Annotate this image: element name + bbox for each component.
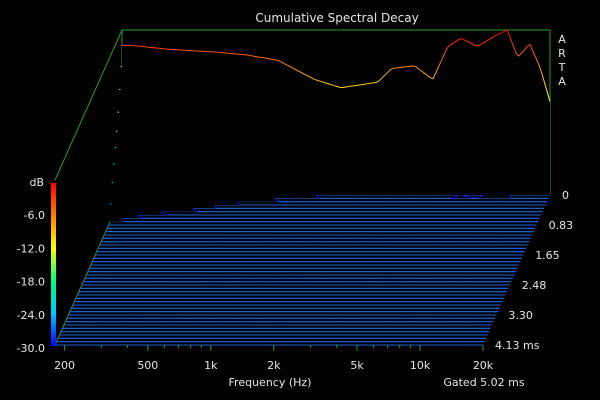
z-tick-label: -6.0	[24, 209, 45, 222]
chart-title: Cumulative Spectral Decay	[255, 11, 418, 25]
z-tick-label: -12.0	[17, 242, 45, 255]
z-axis-label: dB	[29, 176, 44, 189]
z-tick-label: -24.0	[17, 309, 45, 322]
z-tick-label: -18.0	[17, 276, 45, 289]
z-tick-label: -30.0	[17, 342, 45, 355]
colorbar	[51, 183, 56, 346]
z-axis-ticks: -6.0 -12.0 -18.0 -24.0 -30.0	[17, 209, 45, 355]
decay-slices	[55, 29, 551, 346]
depth-edge-top	[54, 29, 123, 181]
